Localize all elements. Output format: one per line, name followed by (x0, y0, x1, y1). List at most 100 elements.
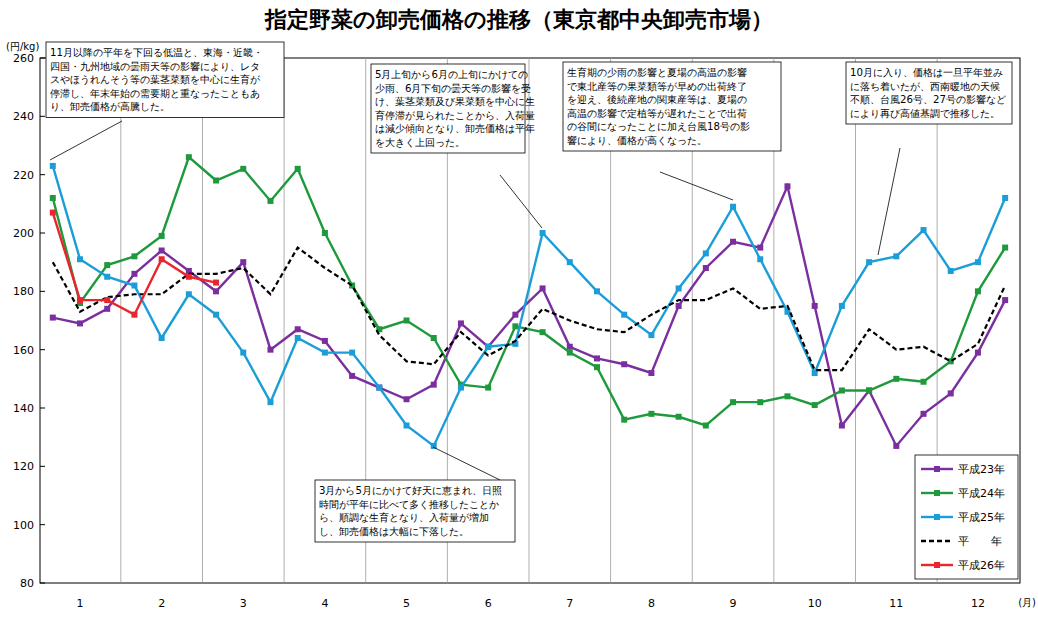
series-marker (757, 256, 763, 262)
y-tick (40, 174, 45, 175)
series-marker (812, 303, 818, 309)
annotation-text: 時間が平年に比べて多く推移したことか (319, 499, 499, 510)
plot-frame (40, 58, 1020, 583)
series-marker (104, 262, 110, 268)
x-tick-label: 9 (730, 597, 737, 610)
series-marker (893, 443, 899, 449)
y-tick-label: 80 (20, 577, 34, 590)
annotation-box (846, 62, 1012, 124)
series-line (53, 248, 1005, 370)
series-marker (730, 399, 736, 405)
annotation-text: 四国・九州地域の曇雨天等の影響により、レタ (50, 61, 260, 72)
x-tick-label: 4 (321, 597, 328, 610)
annotation-text: を大きく上回った。 (375, 137, 465, 148)
series-marker (485, 385, 491, 391)
series-line (53, 213, 216, 315)
x-tick-label: 11 (889, 597, 903, 610)
annotation-text: 少雨、6月下旬の曇天等の影響を受 (375, 83, 531, 94)
series-marker (404, 396, 410, 402)
series-marker (594, 288, 600, 294)
series-marker (77, 320, 83, 326)
series-marker (676, 303, 682, 309)
series-marker (186, 291, 192, 297)
series-marker (512, 312, 518, 318)
annotation-text: 5月上旬から6月の上旬にかけての (375, 69, 528, 80)
series-marker (512, 323, 518, 329)
annotation-text: の谷間になったことに加え台風18号の影 (567, 121, 750, 132)
series-line (53, 166, 1005, 446)
series-marker (621, 417, 627, 423)
series-marker (50, 163, 56, 169)
annotation-box (563, 62, 781, 151)
series-marker (50, 210, 56, 216)
series-marker (376, 385, 382, 391)
series-marker (240, 259, 246, 265)
series-marker (839, 388, 845, 394)
series-marker (77, 297, 83, 303)
series-marker (975, 350, 981, 356)
annotation-text: 10月に入り、価格は一旦平年並み (850, 67, 1003, 78)
series-marker (784, 393, 790, 399)
series-marker (131, 312, 137, 318)
series-marker (1002, 297, 1008, 303)
annotation-leader (433, 447, 500, 480)
series-marker (730, 239, 736, 245)
series-marker (812, 402, 818, 408)
series-marker (594, 355, 600, 361)
series-marker (431, 382, 437, 388)
series-marker (567, 350, 573, 356)
series-marker (648, 332, 654, 338)
x-tick-label: 12 (971, 597, 985, 610)
series-marker (540, 329, 546, 335)
series-marker (431, 335, 437, 341)
annotation-text: 3月から5月にかけて好天に恵まれ、日照 (319, 485, 502, 496)
series-marker (730, 204, 736, 210)
legend-label: 平成26年 (958, 559, 1005, 572)
series-marker (648, 411, 654, 417)
series-marker (594, 364, 600, 370)
x-tick-label: 7 (566, 597, 573, 610)
series-marker (240, 166, 246, 172)
x-tick-label: 3 (240, 597, 247, 610)
annotation-text: により再び高値基調で推移した。 (850, 108, 1000, 119)
series-marker (621, 312, 627, 318)
y-tick (40, 58, 45, 59)
series-marker (948, 268, 954, 274)
y-tick-label: 180 (13, 285, 34, 298)
series-marker (948, 390, 954, 396)
series-marker (866, 259, 872, 265)
y-tick-label: 120 (13, 460, 34, 473)
series-marker (757, 245, 763, 251)
annotation-text: を迎え、後続産地の関東産等は、夏場の (567, 94, 747, 105)
series-marker (676, 285, 682, 291)
annotation-text: 生育期の少雨の影響と夏場の高温の影響 (567, 67, 747, 78)
legend-label: 平成23年 (958, 463, 1005, 476)
y-tick (40, 349, 45, 350)
series-marker (131, 253, 137, 259)
series-marker (349, 373, 355, 379)
series-marker (485, 344, 491, 350)
series-marker (131, 283, 137, 289)
y-tick (40, 291, 45, 292)
annotation-text: に落ち着いたが、西南暖地の天候 (850, 81, 1000, 92)
series-marker (77, 256, 83, 262)
x-tick-label: 6 (485, 597, 492, 610)
series-marker (921, 379, 927, 385)
annotation-text: は減少傾向となり、卸売価格は平年 (375, 123, 535, 134)
series-marker (648, 370, 654, 376)
series-marker (540, 230, 546, 236)
series-marker (376, 385, 382, 391)
y-tick (40, 466, 45, 467)
series-marker (213, 178, 219, 184)
series-marker (757, 399, 763, 405)
y-tick (40, 116, 45, 117)
title: 指定野菜の卸売価格の推移（東京都中央卸売市場） (264, 7, 773, 32)
series-marker (404, 423, 410, 429)
y-tick (40, 583, 45, 584)
series-marker (975, 288, 981, 294)
y-tick (40, 233, 45, 234)
legend-box (915, 455, 1018, 579)
y-tick-label: 200 (13, 227, 34, 240)
annotation-text: ら、順調な生育となり、入荷量が増加 (319, 512, 489, 523)
series-marker (213, 280, 219, 286)
